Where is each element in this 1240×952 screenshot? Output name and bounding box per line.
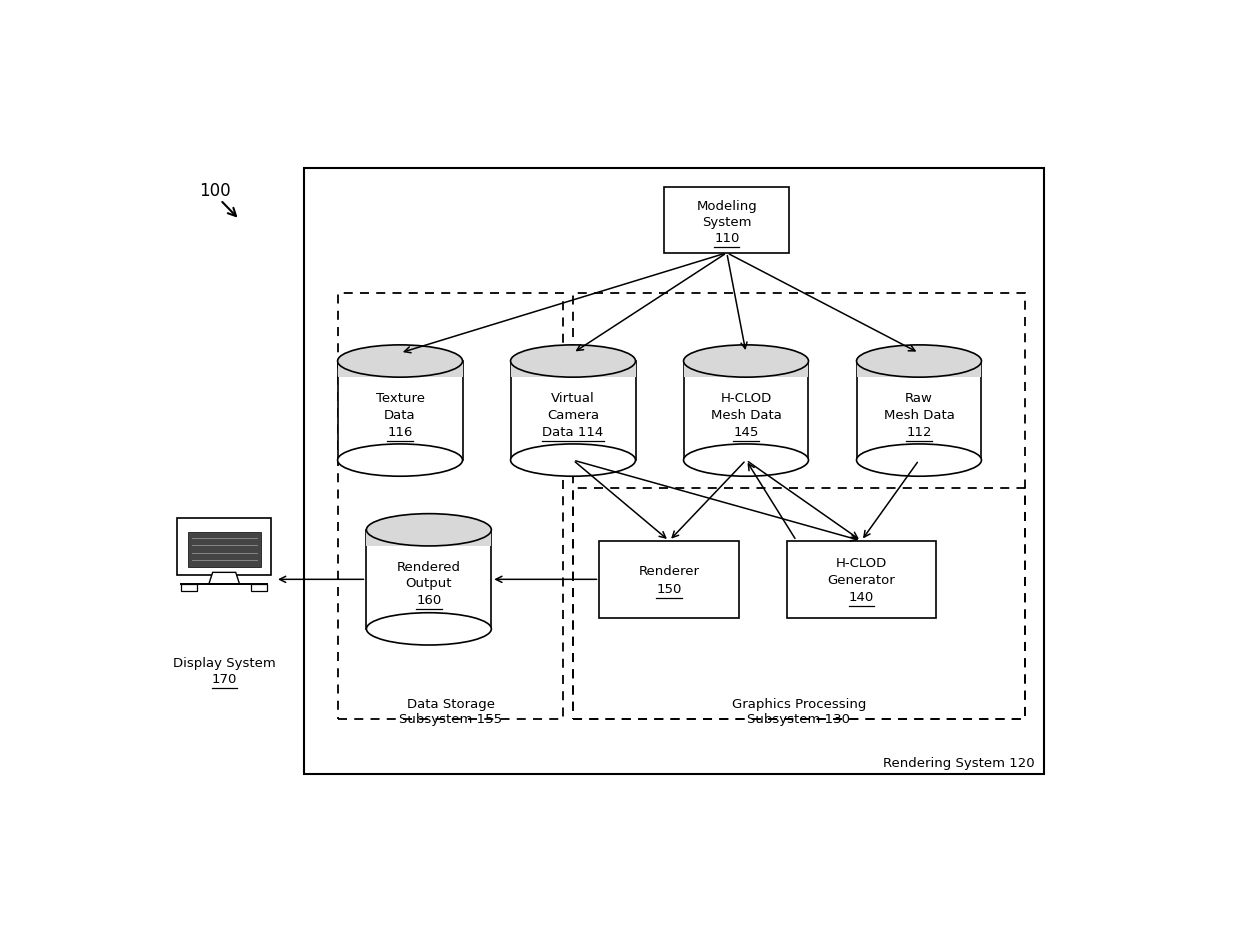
Text: Mesh Data: Mesh Data	[884, 408, 955, 422]
Polygon shape	[337, 362, 463, 461]
Polygon shape	[511, 362, 635, 378]
Ellipse shape	[857, 445, 982, 477]
FancyBboxPatch shape	[665, 188, 789, 253]
Ellipse shape	[683, 346, 808, 378]
Ellipse shape	[337, 445, 463, 477]
Polygon shape	[181, 585, 197, 591]
Text: Texture: Texture	[376, 391, 424, 405]
Text: H-CLOD: H-CLOD	[836, 556, 887, 569]
Text: 110: 110	[714, 231, 739, 245]
FancyBboxPatch shape	[787, 542, 936, 618]
Polygon shape	[857, 362, 982, 461]
Text: Data Storage
Subsystem 155: Data Storage Subsystem 155	[399, 698, 502, 725]
FancyBboxPatch shape	[177, 519, 272, 576]
Text: 145: 145	[733, 426, 759, 438]
Text: Renderer: Renderer	[639, 565, 699, 578]
Text: 170: 170	[212, 672, 237, 685]
Ellipse shape	[857, 346, 982, 378]
Ellipse shape	[367, 613, 491, 645]
Text: Generator: Generator	[827, 573, 895, 586]
Text: H-CLOD: H-CLOD	[720, 391, 771, 405]
Text: 100: 100	[198, 182, 231, 200]
Text: 140: 140	[848, 590, 874, 603]
Bar	[573, 294, 1024, 719]
Polygon shape	[367, 530, 491, 546]
Polygon shape	[683, 362, 808, 378]
Text: Rendering System 120: Rendering System 120	[883, 757, 1034, 769]
Text: 160: 160	[417, 594, 441, 606]
Text: Mesh Data: Mesh Data	[711, 408, 781, 422]
Text: Data 114: Data 114	[542, 426, 604, 438]
Text: 112: 112	[906, 426, 931, 438]
Polygon shape	[208, 573, 239, 585]
Text: 150: 150	[656, 582, 682, 595]
Text: System: System	[702, 215, 751, 228]
Text: Output: Output	[405, 577, 453, 590]
Text: 116: 116	[387, 426, 413, 438]
Polygon shape	[683, 362, 808, 461]
FancyBboxPatch shape	[187, 532, 260, 567]
Text: Data: Data	[384, 408, 415, 422]
Ellipse shape	[511, 346, 636, 378]
Ellipse shape	[337, 346, 463, 378]
Bar	[304, 169, 1044, 774]
Text: Display System: Display System	[172, 656, 275, 669]
Polygon shape	[250, 585, 268, 591]
Ellipse shape	[683, 445, 808, 477]
Polygon shape	[857, 362, 982, 378]
Text: Rendered: Rendered	[397, 560, 461, 573]
Polygon shape	[337, 362, 463, 378]
Text: Graphics Processing
Subsystem 130: Graphics Processing Subsystem 130	[732, 698, 866, 725]
FancyBboxPatch shape	[599, 542, 739, 618]
Polygon shape	[511, 362, 635, 461]
Polygon shape	[367, 530, 491, 629]
Bar	[337, 294, 563, 719]
Text: Modeling: Modeling	[697, 199, 758, 212]
Bar	[573, 488, 1024, 719]
Text: Raw: Raw	[905, 391, 932, 405]
Ellipse shape	[511, 445, 636, 477]
Text: Virtual: Virtual	[551, 391, 595, 405]
Ellipse shape	[367, 514, 491, 546]
Text: Camera: Camera	[547, 408, 599, 422]
